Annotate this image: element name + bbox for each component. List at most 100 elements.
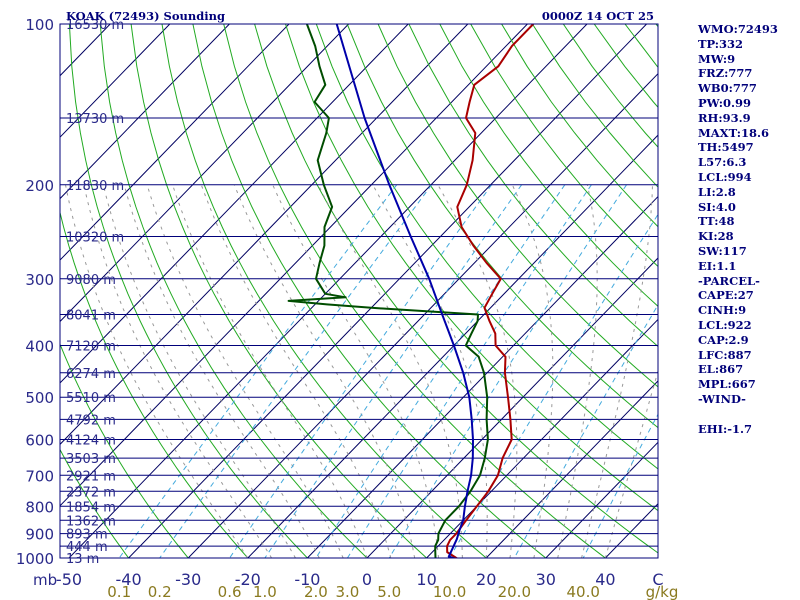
index-line: LFC:887 (698, 347, 752, 362)
parcel-line (335, 24, 474, 558)
mixing-ratio-tick-label: 2.0 (304, 583, 328, 600)
height-label: 2921 m (66, 469, 116, 484)
index-line: TT:48 (698, 214, 735, 229)
isotherm-line (426, 318, 658, 558)
temperature-tick-label: 10 (416, 570, 436, 589)
pressure-tick-label: 800 (25, 498, 54, 516)
pressure-tick-label: 600 (25, 432, 54, 450)
height-label: 16530 m (66, 18, 124, 33)
temperature-line (446, 24, 535, 558)
index-line: TP:332 (698, 36, 744, 51)
mixing-ratio-tick-label: 0.1 (107, 583, 131, 600)
pressure-tick-label: 200 (25, 177, 54, 195)
height-label: 1854 m (66, 500, 116, 515)
mixing-ratio-unit-label: g/kg (646, 583, 679, 600)
isotherm-line (545, 441, 658, 558)
temperature-tick-label: -30 (175, 570, 201, 589)
height-label: 893 m (66, 528, 108, 543)
mixing-ratio-tick-label: 5.0 (377, 583, 401, 600)
mixing-ratio-tick-label: 40.0 (566, 583, 599, 600)
isotherm-line (307, 195, 658, 558)
height-label: 444 m (66, 540, 108, 555)
height-label: 13730 m (66, 112, 124, 127)
index-line: RH:93.9 (698, 110, 751, 125)
pressure-tick-label: 1000 (16, 550, 54, 568)
height-label: 4792 m (66, 413, 116, 428)
height-label: 8041 m (66, 309, 116, 324)
profile-lines (287, 24, 535, 558)
isotherm-line (60, 24, 469, 446)
pressure-tick-label: 500 (25, 389, 54, 407)
index-line: CAPE:27 (698, 288, 754, 303)
height-label: 5510 m (66, 391, 116, 406)
moist-adiabat-line (437, 184, 518, 558)
dry-adiabat-line (99, 24, 368, 558)
temperature-unit-label: C (652, 570, 663, 589)
isotherm-line (60, 24, 171, 138)
moist-adiabat-lines (65, 184, 658, 558)
temperature-tick-label: 20 (476, 570, 496, 589)
mixing-ratio-line (346, 184, 592, 558)
isotherm-line (60, 24, 230, 200)
moist-adiabat-line (123, 184, 320, 558)
index-line: PW:0.99 (698, 95, 752, 110)
height-label: 9080 m (66, 273, 116, 288)
index-line: EL:867 (698, 362, 744, 377)
moist-adiabat-line (83, 184, 273, 558)
mixing-ratio-line (315, 184, 566, 558)
moist-adiabat-line (604, 369, 658, 558)
temperature-tick-label: 40 (595, 570, 615, 589)
index-line: EHI:-1.7 (698, 421, 753, 436)
height-label: 6274 m (66, 367, 116, 382)
index-line: L57:6.3 (698, 155, 747, 170)
mixing-ratio-tick-label: 0.2 (148, 583, 172, 600)
temperature-tick-label: -40 (116, 570, 142, 589)
temperature-tick-label: -50 (56, 570, 82, 589)
index-line: CINH:9 (698, 303, 747, 318)
pressure-tick-labels: 100 200 300 400 500 600 700 800 900 1000 (16, 16, 54, 568)
station-title: KOAK (72493) Sounding (66, 9, 225, 23)
index-line: LI:2.8 (698, 184, 736, 199)
mixing-ratio-tick-label: 20.0 (498, 583, 531, 600)
temperature-tick-label: -10 (294, 570, 320, 589)
index-line: SI:4.0 (698, 199, 736, 214)
mixing-ratio-line (229, 184, 493, 558)
height-label: 7120 m (66, 340, 116, 355)
height-label: 10320 m (66, 231, 124, 246)
pressure-tick-label: 900 (25, 526, 54, 544)
pressure-tick-label: 100 (25, 16, 54, 34)
moist-adiabat-line (233, 184, 416, 558)
height-label: 13 m (66, 552, 99, 567)
temperature-tick-label: 0 (362, 570, 372, 589)
dry-adiabat-line (285, 24, 658, 512)
isotherm-line (247, 134, 658, 558)
temperature-tick-labels: mb-50 -40 -30 -20 -10 0 10 20 30 40 C (33, 570, 664, 589)
valid-time: 0000Z 14 OCT 25 (542, 9, 654, 23)
height-labels: 16530 m 13730 m 11830 m 10320 m 9080 m 8041 m… (66, 18, 124, 567)
index-line: FRZ:777 (698, 66, 753, 81)
moist-adiabat-line (102, 184, 296, 558)
dry-adiabat-lines (60, 24, 658, 558)
height-label: 2372 m (66, 485, 116, 500)
index-line: MPL:667 (698, 377, 756, 392)
pressure-tick-label: 700 (25, 467, 54, 485)
mixing-ratio-tick-label: 1.0 (253, 583, 277, 600)
mixing-ratio-tick-label: 10.0 (433, 583, 466, 600)
moist-adiabat-line (65, 184, 249, 558)
index-line: LCL:922 (698, 317, 752, 332)
index-line: -PARCEL- (698, 273, 760, 288)
index-line: WMO:72493 (698, 22, 778, 36)
index-line (698, 407, 798, 422)
sounding-indices-panel: WMO:72493 TP:332 MW:9 FRZ:777 WB0:777 PW:0.99… (698, 22, 798, 436)
index-line: KI:28 (698, 229, 734, 244)
index-line: -WIND- (698, 391, 746, 406)
plot-frame (59, 23, 659, 559)
index-line: SW:117 (698, 243, 747, 258)
isotherm-line (60, 24, 409, 384)
mixing-ratio-tick-labels: 0.1 0.2 0.6 1.0 2.0 3.0 5.0 10.0 20.0 40.0 g/kg (107, 583, 678, 600)
isotherm-line (60, 24, 290, 261)
index-line: MW:9 (698, 51, 736, 66)
dewpoint-line (287, 24, 489, 558)
moist-adiabat-line (372, 184, 488, 558)
